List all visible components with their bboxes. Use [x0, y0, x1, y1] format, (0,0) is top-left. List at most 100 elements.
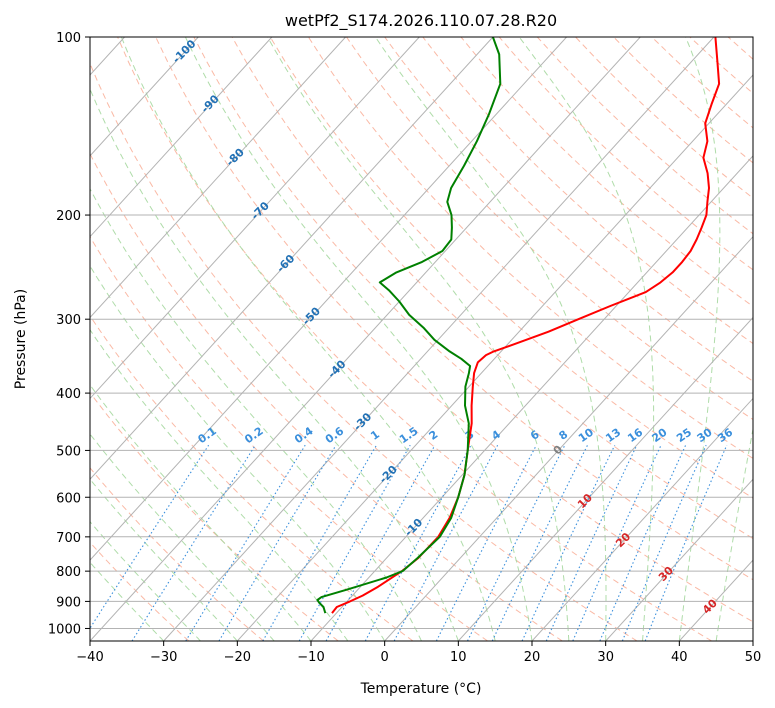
moist-adiabat-line — [120, 37, 496, 641]
mixing-ratio-line — [218, 444, 337, 641]
isotherm-line — [531, 397, 753, 641]
x-tick-label: 20 — [524, 650, 541, 665]
dewpoint-profile-line — [316, 37, 502, 614]
mixing-ratio-label: 25 — [674, 426, 694, 445]
mixing-ratio-line — [90, 444, 210, 630]
mixing-ratio-line — [262, 444, 377, 641]
dry-adiabat-line — [269, 37, 753, 499]
mixing-ratio-label: 0.1 — [195, 424, 218, 446]
mixing-ratio-label: 4 — [489, 428, 503, 443]
dry-adiabat-line — [90, 235, 488, 641]
mixing-ratio-line — [298, 444, 411, 641]
dry-adiabat-line — [766, 37, 775, 641]
isotherm-line — [90, 37, 199, 157]
moist-adiabat-line — [90, 433, 275, 641]
dry-adiabat-line — [460, 37, 753, 308]
chart-title: wetPf2_S174.2026.110.07.28.R20 — [285, 11, 557, 31]
dry-adiabat-line — [536, 37, 753, 235]
dry-adiabat-line — [422, 37, 753, 345]
mixing-ratio-line — [644, 444, 728, 641]
dry-adiabat-line — [90, 391, 339, 641]
x-tick-label: 40 — [671, 650, 688, 665]
dry-adiabat-line — [90, 314, 414, 641]
moist-adiabat-line — [90, 187, 422, 641]
y-tick-label: 700 — [56, 531, 81, 546]
isotherm-line — [384, 235, 753, 641]
mixing-ratio-label: 16 — [625, 425, 645, 445]
y-tick-label: 500 — [56, 444, 81, 459]
x-axis-title: Temperature (°C) — [360, 681, 482, 697]
moist-adiabat-line — [267, 37, 570, 641]
sounding-profiles — [316, 37, 721, 614]
y-tick-label: 200 — [56, 209, 81, 224]
moist-adiabat-line — [90, 87, 459, 641]
x-tick-label: −30 — [150, 650, 177, 665]
mixing-ratio-line — [467, 444, 566, 641]
isotherm-line — [90, 37, 567, 561]
dry-adiabat-line — [90, 62, 638, 641]
dry-adiabat-line — [193, 37, 753, 581]
y-tick-label: 900 — [56, 595, 81, 610]
x-tick-label: −10 — [297, 650, 324, 665]
dry-adiabat-line — [689, 37, 753, 94]
dry-adiabat-line — [384, 37, 753, 382]
isotherm-line — [90, 37, 273, 238]
mixing-ratio-label: 13 — [603, 426, 623, 445]
mixing-ratio-line — [131, 444, 256, 641]
y-tick-label: 1000 — [48, 623, 81, 638]
x-tick-label: −20 — [224, 650, 251, 665]
isotherm-line — [605, 478, 753, 641]
dry-adiabat-line — [90, 541, 190, 641]
isotherm-line — [163, 37, 715, 641]
y-tick-label: 800 — [56, 565, 81, 580]
moist-adiabat-line — [715, 426, 753, 641]
mixing-ratio-label: 1 — [368, 428, 382, 443]
mixing-ratio-label: 30 — [695, 425, 715, 445]
dry-adiabat-line — [346, 37, 753, 421]
moist-adiabat-line — [184, 37, 533, 641]
dry-adiabat-line — [651, 37, 753, 129]
dry-adiabat-line — [307, 37, 753, 460]
mixing-ratio-label: 0.4 — [292, 424, 316, 446]
mixing-ratio-line — [435, 444, 537, 641]
moist-adiabat-line — [90, 478, 238, 641]
x-tick-label: 10 — [450, 650, 467, 665]
y-tick-label: 300 — [56, 313, 81, 328]
isotherm-line — [90, 37, 420, 400]
mixing-ratio-line — [185, 444, 306, 641]
moist-adiabat-line — [678, 37, 721, 641]
isotherm-line — [90, 37, 494, 481]
mixing-ratio-label: 1.5 — [397, 424, 420, 446]
mixing-ratio-line — [599, 444, 687, 641]
x-tick-label: 0 — [381, 650, 389, 665]
moist-adiabat-line — [90, 328, 349, 641]
mixing-ratio-label: 0.2 — [242, 424, 265, 446]
x-tick-label: −40 — [76, 650, 103, 665]
isotherm-line — [457, 316, 753, 641]
isotherm-line — [90, 37, 641, 641]
moist-adiabat-line — [90, 520, 201, 641]
dry-adiabat-line — [90, 467, 264, 641]
plot-frame — [89, 36, 754, 642]
x-tick-label: 30 — [597, 650, 614, 665]
mixing-ratio-label: 36 — [715, 425, 735, 445]
axes: −40 −30 −20 −10 0 10 20 30 40 50 1000 900 800 700 600 5… — [48, 31, 761, 665]
mixing-ratio-line — [572, 444, 662, 641]
dry-adiabat-line — [727, 37, 753, 60]
background-lines — [90, 37, 775, 641]
moist-adiabat-line — [374, 37, 607, 641]
y-tick-label: 400 — [56, 387, 81, 402]
isotherm-line — [236, 74, 753, 641]
moist-adiabat-line — [90, 265, 386, 641]
mixing-ratio-label: 2 — [427, 428, 441, 443]
dry-adiabat-line — [90, 152, 563, 641]
moist-adiabat-line — [90, 384, 312, 641]
mixing-ratio-line — [491, 444, 588, 641]
mixing-ratio-label: 8 — [557, 428, 571, 443]
x-tick-label: 50 — [745, 650, 762, 665]
y-tick-label: 600 — [56, 491, 81, 506]
dry-adiabat-line — [155, 37, 753, 623]
moist-adiabat-line — [518, 37, 655, 641]
y-axis-title: Pressure (hPa) — [13, 289, 29, 389]
